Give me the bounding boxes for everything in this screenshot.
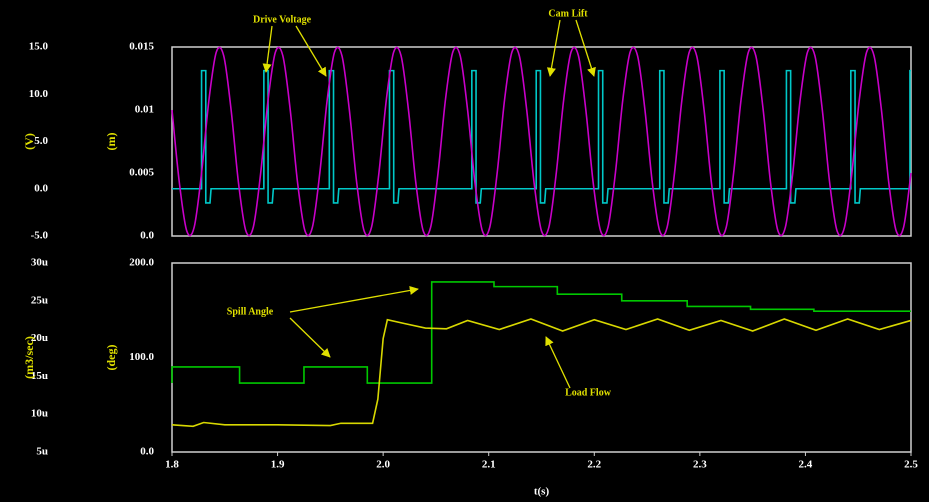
plot-frame bbox=[171, 262, 912, 453]
y-axis-label: (m3/sec) bbox=[22, 336, 36, 379]
annotation-arrow bbox=[545, 336, 571, 389]
y-tick-label: 0.0 bbox=[34, 182, 48, 194]
y2-tick-label: 100.0 bbox=[129, 351, 154, 363]
annotation-arrow bbox=[546, 19, 561, 77]
annotation: Spill Angle bbox=[227, 306, 274, 317]
y2-tick-label: 0.015 bbox=[129, 41, 154, 53]
x-axis-label: t(s) bbox=[534, 486, 550, 498]
y2-axis-label: (deg) bbox=[104, 345, 118, 371]
annotation-arrow bbox=[575, 19, 596, 77]
x-tick-label: 2.3 bbox=[693, 459, 707, 471]
series-line bbox=[171, 318, 912, 428]
annotation: Cam Lift bbox=[548, 8, 588, 19]
y-axis-label: (V) bbox=[22, 133, 36, 150]
x-tick-label: 2.1 bbox=[482, 459, 496, 471]
y2-axis-label: (m) bbox=[104, 133, 118, 151]
y-tick-label: 10.0 bbox=[29, 88, 49, 100]
series-line bbox=[171, 46, 912, 237]
annotation-arrow bbox=[289, 317, 331, 358]
plot-frame bbox=[171, 46, 912, 237]
y2-tick-label: 200.0 bbox=[129, 257, 154, 269]
y-tick-label: 10u bbox=[31, 408, 48, 420]
series-line bbox=[172, 69, 911, 204]
annotation-arrow bbox=[295, 25, 327, 77]
y-tick-label: 25u bbox=[31, 294, 48, 306]
x-tick-label: 2.5 bbox=[904, 459, 918, 471]
annotation: Load Flow bbox=[565, 387, 612, 398]
y2-tick-label: 0.0 bbox=[140, 446, 154, 458]
x-tick-label: 2.0 bbox=[376, 459, 390, 471]
series-line bbox=[171, 281, 911, 384]
y-tick-label: 30u bbox=[31, 257, 48, 269]
x-tick-label: 2.4 bbox=[799, 459, 813, 471]
y2-tick-label: 0.005 bbox=[129, 167, 154, 179]
x-tick-label: 1.9 bbox=[271, 459, 285, 471]
y-tick-label: 20u bbox=[31, 332, 48, 344]
annotation-arrow bbox=[289, 285, 419, 313]
y2-tick-label: 0.01 bbox=[135, 104, 154, 116]
x-tick-label: 2.2 bbox=[587, 459, 601, 471]
annotation-arrow bbox=[262, 25, 273, 73]
x-tick-label: 1.8 bbox=[165, 459, 179, 471]
y-tick-label: 5.0 bbox=[34, 135, 48, 147]
y-tick-label: 5u bbox=[36, 446, 48, 458]
y2-tick-label: 0.0 bbox=[140, 230, 154, 242]
y-tick-label: 15u bbox=[31, 370, 48, 382]
annotation: Drive Voltage bbox=[253, 14, 312, 25]
y-tick-label: 15.0 bbox=[29, 41, 49, 53]
y-tick-label: -5.0 bbox=[31, 230, 49, 242]
